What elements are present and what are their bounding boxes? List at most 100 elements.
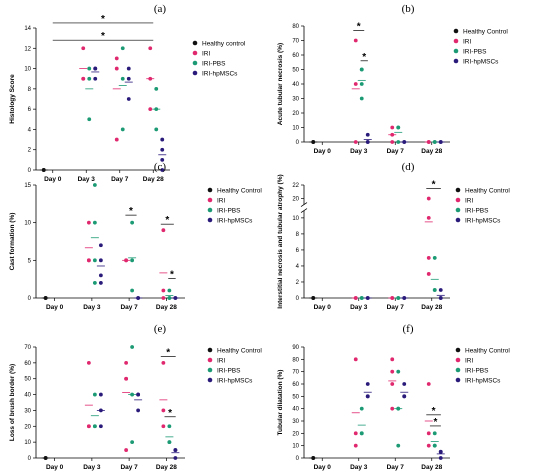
legend-entry: Healthy Control <box>465 347 510 354</box>
y-tick-label: 5 <box>28 258 32 264</box>
legend-marker <box>192 70 198 76</box>
data-point <box>148 76 153 81</box>
data-point <box>365 394 370 399</box>
y-tick-label: 10 <box>292 444 299 450</box>
data-point <box>167 288 172 293</box>
y-tick-label: 8 <box>28 87 32 93</box>
chart-panel-6: (f) 0 10 20 30 40 50 60 70 80 90 Day 0 Day 3 Day 7 Day… <box>277 323 510 471</box>
y-tick-label: 10 <box>24 440 31 446</box>
data-point <box>161 296 166 300</box>
chart-panel-3: (c) 0 5 10 15 Day 0 Day 3 Day 7 Day 28 Cast forma… <box>9 161 262 311</box>
legend-entry: IRI <box>465 197 474 204</box>
series-healthy-control <box>41 456 50 460</box>
data-point <box>173 456 178 460</box>
data-point <box>438 449 443 454</box>
y-axis-label: Acute tubular necrosis (%) <box>277 43 284 125</box>
x-tick-label: Day 0 <box>46 464 64 471</box>
data-point <box>426 382 431 386</box>
y-tick-label: 80 <box>292 357 299 363</box>
y-tick-label: 10 <box>292 216 299 222</box>
axis-break-mark <box>300 208 308 213</box>
data-point <box>126 97 131 101</box>
y-tick-label: 30 <box>24 408 31 414</box>
data-point <box>390 406 395 411</box>
data-point <box>86 424 91 429</box>
y-tick-label: 60 <box>292 382 299 388</box>
legend-entry: IRI <box>463 38 472 45</box>
y-tick-label: 80 <box>292 24 299 30</box>
data-point <box>120 46 125 51</box>
y-tick-label: 20 <box>292 197 299 203</box>
data-point <box>432 140 437 144</box>
y-tick-label: 14 <box>24 26 31 32</box>
y-tick-label: 40 <box>292 407 299 413</box>
x-tick-label: Day 7 <box>387 304 405 311</box>
y-axis-label: Tubular dilatation (%) <box>277 370 284 436</box>
significance-star: * <box>170 269 174 280</box>
x-tick-label: Day 3 <box>350 464 368 471</box>
legend-entry: IRI-hpMSCs <box>217 217 253 224</box>
x-tick-label: Day 7 <box>120 304 138 311</box>
data-point <box>114 137 119 142</box>
panel-label: (f) <box>403 323 414 335</box>
significance-star: * <box>357 21 361 32</box>
series-iri-hpmscs <box>91 66 167 172</box>
axis-break-mark <box>300 202 308 207</box>
data-point <box>98 243 103 248</box>
data-point <box>353 431 358 436</box>
significance-star: * <box>101 14 105 25</box>
data-point <box>402 394 407 399</box>
y-tick-label: 6 <box>296 248 300 254</box>
series-iri-hpmscs <box>363 382 445 460</box>
data-point <box>98 408 103 413</box>
data-point <box>432 431 437 436</box>
y-tick-label: 10 <box>292 126 299 132</box>
data-point <box>43 296 48 300</box>
significance-star: * <box>165 215 169 226</box>
data-point <box>160 157 165 162</box>
data-point <box>92 424 97 429</box>
data-point <box>114 56 119 61</box>
y-tick-label: 50 <box>24 377 31 383</box>
data-point <box>87 66 92 71</box>
y-tick-label: 30 <box>292 97 299 103</box>
data-point <box>93 76 98 81</box>
data-point <box>167 440 172 445</box>
data-point <box>365 382 370 386</box>
legend: Healthy Control IRI IRI-PBS IRI-hpMSCs <box>207 347 262 384</box>
legend-marker <box>192 50 198 56</box>
x-tick-label: Day 7 <box>111 176 129 183</box>
series-iri-hpmscs <box>363 288 445 300</box>
legend-entry: IRI-hpMSCs <box>202 70 238 77</box>
y-tick-label: 2 <box>296 280 300 286</box>
data-point <box>438 296 443 300</box>
legend-marker <box>207 187 213 193</box>
significance-star: * <box>362 52 366 63</box>
data-point <box>120 76 125 81</box>
data-point <box>438 288 443 292</box>
y-tick-label: 0 <box>28 456 32 462</box>
data-point <box>92 183 97 187</box>
data-point <box>426 196 431 201</box>
series-healthy-control <box>309 296 318 300</box>
legend-marker <box>455 377 461 383</box>
y-tick-label: 10 <box>24 221 31 227</box>
legend-entry: IRI-PBS <box>217 367 241 374</box>
data-point <box>426 256 431 260</box>
data-point <box>87 117 92 122</box>
data-point <box>161 228 166 233</box>
data-point <box>114 66 119 71</box>
y-tick-label: 70 <box>292 370 299 376</box>
data-point <box>136 296 141 300</box>
data-point <box>438 456 443 460</box>
data-point <box>167 424 172 429</box>
legend-marker <box>455 357 461 363</box>
y-tick-label: 22 <box>292 183 299 189</box>
x-tick-label: Day 3 <box>350 304 368 311</box>
legend-entry: Healthy Control <box>217 187 262 194</box>
series-iri <box>351 196 433 300</box>
significance-star: * <box>166 348 170 359</box>
y-tick-label: 60 <box>292 53 299 59</box>
data-point <box>41 168 46 172</box>
